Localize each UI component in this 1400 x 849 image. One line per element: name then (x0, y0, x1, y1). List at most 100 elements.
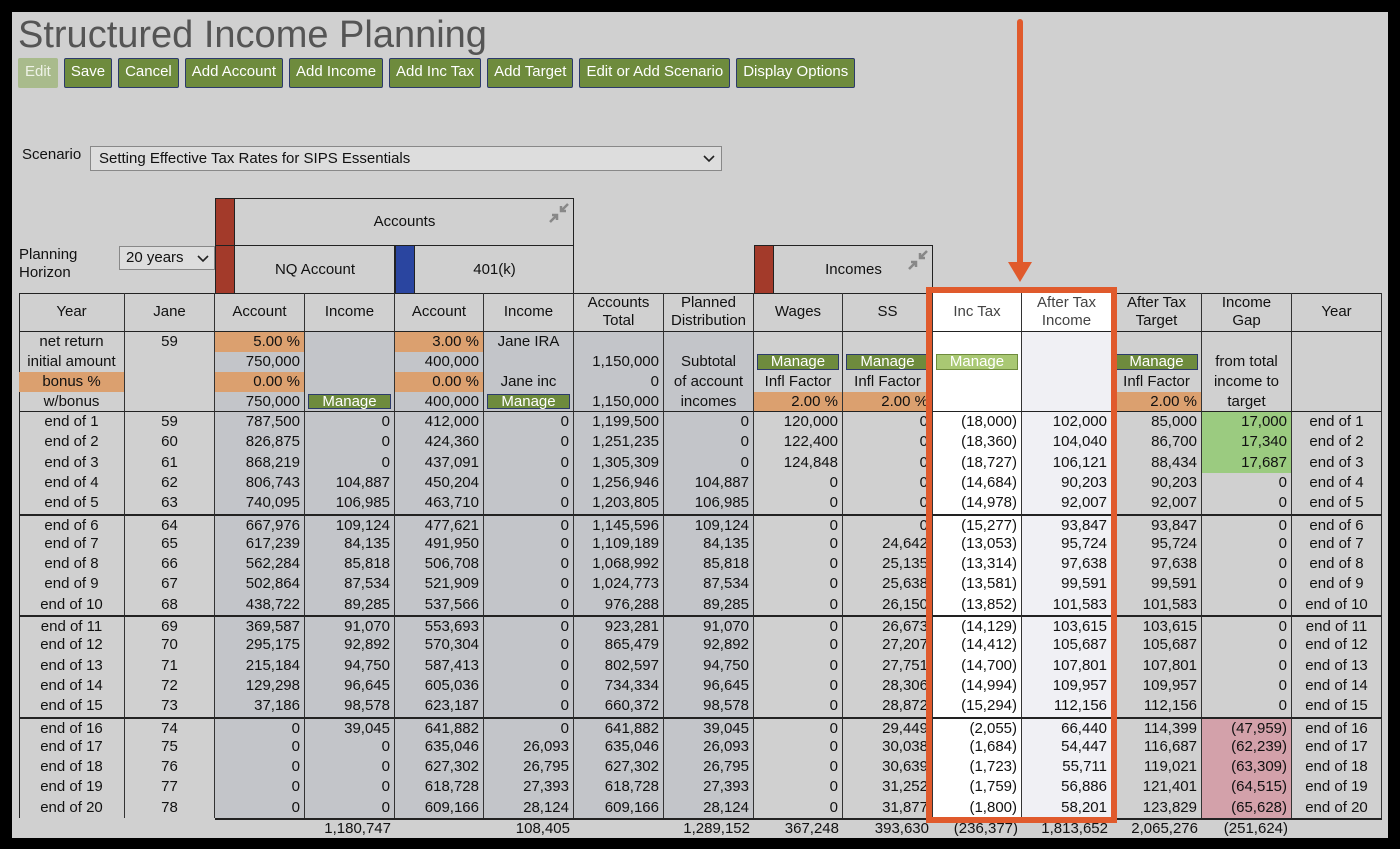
data-cell: 29,449 (843, 716, 933, 738)
data-cell: 491,950 (395, 533, 484, 555)
data-cell: 0 (215, 777, 305, 799)
toolbar-button[interactable]: Add Target (487, 58, 574, 88)
data-cell: 72 (125, 675, 215, 697)
data-cell: 26,795 (664, 757, 754, 778)
param-cell: 0.00 % (215, 372, 305, 392)
manage-button[interactable]: Manage (757, 354, 839, 370)
data-cell: 24,642 (843, 533, 933, 555)
data-cell: 0 (843, 472, 933, 494)
param-cell (754, 332, 843, 352)
param-cell: 750,000 (215, 392, 305, 412)
data-cell: (47,959) (1202, 716, 1292, 738)
data-cell: (63,309) (1202, 757, 1292, 778)
data-cell: 17,000 (1202, 412, 1292, 433)
toolbar-button[interactable]: Edit (18, 58, 58, 88)
total-cell: 108,405 (515, 820, 570, 837)
data-cell: 104,040 (1022, 432, 1112, 454)
data-cell: 1,024,773 (574, 574, 664, 596)
data-cell: 0 (305, 412, 395, 433)
toolbar-button[interactable]: Display Options (736, 58, 856, 88)
param-cell: target (1202, 392, 1292, 412)
data-cell: end of 3 (19, 452, 125, 474)
data-cell: end of 11 (1292, 615, 1382, 636)
totals-line (215, 818, 1382, 820)
scenario-select[interactable]: Setting Effective Tax Rates for SIPS Ess… (90, 146, 722, 171)
data-cell: 124,848 (754, 452, 843, 474)
data-cell: 450,204 (395, 472, 484, 494)
data-cell: 94,750 (305, 655, 395, 677)
data-cell: 0 (484, 655, 574, 677)
manage-button[interactable]: Manage (487, 394, 570, 409)
data-cell: 85,818 (664, 554, 754, 575)
data-cell: 95,724 (1022, 533, 1112, 555)
data-cell: 0 (664, 412, 754, 433)
data-cell: 0 (1202, 554, 1292, 575)
account-color-strip (754, 245, 774, 294)
data-cell: 91,070 (305, 615, 395, 636)
data-cell: 107,801 (1112, 655, 1202, 677)
data-cell: 97,638 (1022, 554, 1112, 575)
toolbar-button[interactable]: Save (63, 58, 113, 88)
data-cell: 0 (1202, 696, 1292, 717)
data-cell: 660,372 (574, 696, 664, 717)
data-cell: 0 (484, 696, 574, 717)
param-cell: 0 (574, 372, 664, 392)
data-cell: 66 (125, 554, 215, 575)
param-cell: w/bonus (19, 392, 125, 412)
data-cell: 0 (1202, 635, 1292, 657)
data-cell: 463,710 (395, 493, 484, 514)
toolbar-button[interactable]: Edit or Add Scenario (579, 58, 731, 88)
data-cell: 60 (125, 432, 215, 454)
toolbar-button[interactable]: Add Inc Tax (389, 58, 482, 88)
param-cell (125, 392, 215, 412)
data-cell: 58,201 (1022, 797, 1112, 819)
param-cell (305, 352, 395, 372)
total-cell: 2,065,276 (1131, 820, 1198, 837)
data-cell: 96,645 (305, 675, 395, 697)
data-cell: 97,638 (1112, 554, 1202, 575)
column-header: Planned Distribution (664, 293, 754, 332)
data-cell: 0 (754, 716, 843, 738)
data-cell: 1,199,500 (574, 412, 664, 433)
data-cell: 64 (125, 513, 215, 535)
column-header: Year (19, 293, 125, 332)
data-cell: 0 (305, 777, 395, 799)
data-cell: 67 (125, 574, 215, 596)
data-cell: (64,515) (1202, 777, 1292, 799)
manage-button[interactable]: Manage (1115, 354, 1198, 370)
data-cell: 27,393 (484, 777, 574, 799)
compress-icon[interactable] (548, 202, 570, 224)
horizon-select[interactable]: 20 years (119, 246, 215, 270)
page-title: Structured Income Planning (18, 14, 487, 56)
param-cell: Manage (843, 352, 933, 372)
data-cell: 0 (484, 594, 574, 616)
column-header: After Tax Target (1112, 293, 1202, 332)
data-cell: 0 (843, 513, 933, 535)
data-cell: 618,728 (395, 777, 484, 799)
data-cell: 0 (754, 493, 843, 514)
toolbar-button[interactable]: Cancel (118, 58, 179, 88)
data-cell: 0 (843, 452, 933, 474)
toolbar-button[interactable]: Add Account (184, 58, 283, 88)
manage-button[interactable]: Manage (936, 354, 1018, 370)
data-cell: end of 7 (19, 533, 125, 555)
toolbar-button[interactable]: Add Income (289, 58, 384, 88)
data-cell: 106,985 (305, 493, 395, 514)
data-cell: 437,091 (395, 452, 484, 474)
manage-button[interactable]: Manage (846, 354, 929, 370)
data-cell: 617,239 (215, 533, 305, 555)
group-header: Accounts (215, 198, 574, 246)
group-header: 401(k) (395, 245, 574, 294)
data-cell: 66,440 (1022, 716, 1112, 738)
data-cell: 0 (305, 797, 395, 819)
data-cell: 98,578 (305, 696, 395, 717)
data-cell: (1,800) (933, 797, 1022, 819)
manage-button[interactable]: Manage (308, 394, 391, 409)
data-cell: (18,000) (933, 412, 1022, 433)
data-cell: 0 (1202, 533, 1292, 555)
compress-icon[interactable] (907, 249, 929, 271)
param-cell (843, 332, 933, 352)
data-cell: end of 8 (1292, 554, 1382, 575)
column-header: Income (305, 293, 395, 332)
horizon-label: Planning Horizon (19, 246, 78, 281)
